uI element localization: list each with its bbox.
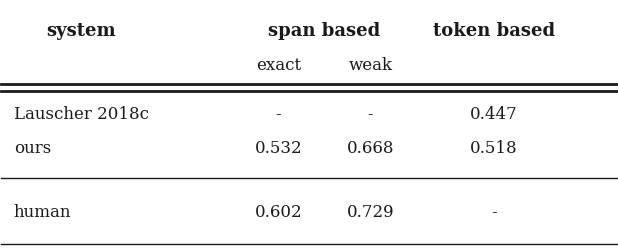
Text: human: human xyxy=(14,204,71,221)
Text: 0.602: 0.602 xyxy=(255,204,302,221)
Text: 0.729: 0.729 xyxy=(347,204,394,221)
Text: ours: ours xyxy=(14,140,51,157)
Text: exact: exact xyxy=(256,57,301,74)
Text: 0.668: 0.668 xyxy=(347,140,394,157)
Text: 0.532: 0.532 xyxy=(255,140,302,157)
Text: token based: token based xyxy=(433,22,554,40)
Text: -: - xyxy=(491,204,496,221)
Text: weak: weak xyxy=(349,57,392,74)
Text: -: - xyxy=(368,106,373,123)
Text: 0.518: 0.518 xyxy=(470,140,517,157)
Text: 0.447: 0.447 xyxy=(470,106,517,123)
Text: Lauscher 2018c: Lauscher 2018c xyxy=(14,106,149,123)
Text: system: system xyxy=(46,22,116,40)
Text: span based: span based xyxy=(268,22,381,40)
Text: -: - xyxy=(276,106,281,123)
